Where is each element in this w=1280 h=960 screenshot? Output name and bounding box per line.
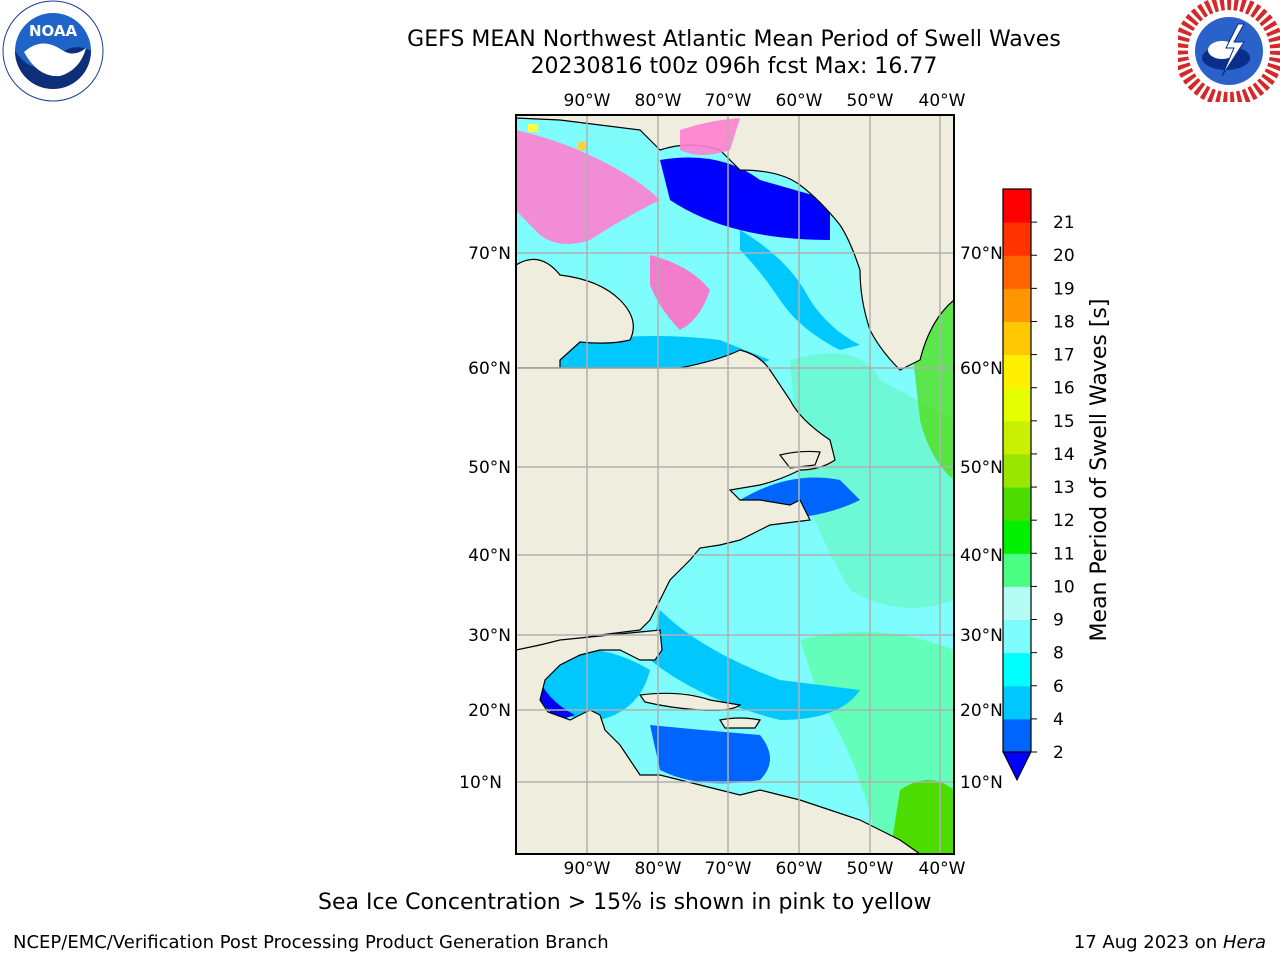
lon-label-top: 50°W — [847, 91, 894, 111]
colorbar-band — [1003, 288, 1031, 322]
colorbar-under-arrow — [1002, 751, 1032, 782]
lon-labels-top: 90°W 80°W 70°W 60°W 50°W 40°W — [564, 91, 966, 111]
lat-label-left: 10°N — [459, 773, 502, 793]
colorbar-tick-label: 6 — [1053, 677, 1064, 697]
colorbar-tick-label: 10 — [1053, 577, 1075, 597]
land-newfoundland — [778, 450, 821, 469]
colorbar-bands — [1003, 189, 1031, 753]
sea-ice-foxe-basin — [650, 255, 710, 330]
lat-label-right: 70°N — [960, 244, 1003, 264]
lat-label-left: 20°N — [468, 701, 511, 721]
lon-label-bottom: 80°W — [635, 859, 682, 879]
colorbar-band — [1003, 321, 1031, 356]
lat-label-left: 70°N — [468, 244, 511, 264]
lat-label-right: 30°N — [960, 626, 1003, 646]
noaa-logo: NOAA — [2, 0, 104, 102]
nws-logo — [1178, 0, 1280, 102]
swell-field-davis-strait — [740, 230, 860, 350]
sea-ice-caption: Sea Ice Concentration > 15% is shown in … — [318, 890, 932, 915]
colorbar-band — [1003, 487, 1031, 521]
lon-label-top: 80°W — [635, 91, 682, 111]
colorbar-tick-label: 16 — [1053, 379, 1075, 399]
lat-label-left: 30°N — [468, 626, 511, 646]
colorbar-band — [1003, 222, 1031, 256]
colorbar-band — [1003, 619, 1031, 654]
lat-label-left: 60°N — [468, 359, 511, 379]
land-central-south-america — [516, 629, 922, 854]
map-figure: 90°W 80°W 70°W 60°W 50°W 40°W 90°W 80°W … — [459, 91, 1112, 879]
colorbar-tick-label: 13 — [1053, 478, 1075, 498]
colorbar-tick-label: 21 — [1053, 213, 1075, 233]
colorbar-frame — [1002, 188, 1032, 753]
lon-label-bottom: 50°W — [847, 859, 894, 879]
lat-label-left: 50°N — [468, 458, 511, 478]
colorbar-band — [1003, 553, 1031, 587]
map-frame — [515, 114, 955, 855]
lon-label-bottom: 90°W — [564, 859, 611, 879]
swell-field-caribbean — [650, 725, 770, 784]
colorbar-tick-label: 9 — [1053, 611, 1064, 631]
colorbar-label: Mean Period of Swell Waves [s] — [1087, 299, 1112, 642]
sea-ice-yellow-2 — [578, 142, 586, 150]
lat-label-right: 60°N — [960, 359, 1003, 379]
lon-label-top: 70°W — [705, 91, 752, 111]
lat-label-right: 40°N — [960, 546, 1003, 566]
footer-date: 17 Aug 2023 on Hera — [1074, 932, 1266, 953]
footer-branch: NCEP/EMC/Verification Post Processing Pr… — [13, 932, 609, 953]
sea-ice-yellow-1 — [528, 124, 538, 132]
swell-field-9s — [790, 353, 954, 608]
colorbar-tick-label: 15 — [1053, 412, 1075, 432]
sea-ice-arctic-archipelago — [516, 130, 660, 244]
footer-date-text: 17 Aug 2023 on — [1073, 932, 1223, 953]
swell-field-baffin-bay — [660, 157, 830, 240]
land-hispaniola — [719, 717, 761, 729]
lat-label-right: 50°N — [960, 458, 1003, 478]
lat-label-right: 20°N — [960, 701, 1003, 721]
lon-labels-bottom: 90°W 80°W 70°W 60°W 50°W 40°W — [564, 859, 966, 879]
colorbar-band — [1003, 189, 1031, 223]
swell-field-gulfstream — [650, 610, 860, 720]
lat-label-right: 10°N — [960, 773, 1003, 793]
colorbar-tick-label: 17 — [1053, 346, 1075, 366]
lon-label-top: 60°W — [776, 91, 823, 111]
map-area — [516, 115, 954, 854]
colorbar-band — [1003, 420, 1031, 455]
footer-host: Hera — [1222, 932, 1266, 953]
colorbar-band — [1003, 520, 1031, 554]
colorbar: 2 4 6 8 9 10 11 12 13 14 15 16 17 18 19 20 21 Mean Perio… — [1002, 188, 1112, 782]
colorbar-tick-label: 14 — [1053, 445, 1075, 465]
colorbar-band — [1003, 255, 1031, 289]
colorbar-tick-label: 20 — [1053, 246, 1075, 266]
lon-label-top: 90°W — [564, 91, 611, 111]
colorbar-band — [1003, 586, 1031, 621]
sea-ice-nares — [680, 118, 740, 155]
colorbar-tick-label: 2 — [1053, 743, 1064, 763]
lon-label-bottom: 60°W — [776, 859, 823, 879]
colorbar-band — [1003, 354, 1031, 389]
colorbar-band — [1003, 652, 1031, 687]
lat-label-left: 40°N — [468, 546, 511, 566]
noaa-logo-text: NOAA — [29, 22, 78, 40]
colorbar-ticks: 2 4 6 8 9 10 11 12 13 14 15 16 17 18 19 20 21 — [1031, 213, 1075, 763]
lon-label-bottom: 70°W — [705, 859, 752, 879]
map-title: GEFS MEAN Northwest Atlantic Mean Period… — [407, 27, 1061, 52]
colorbar-band — [1003, 387, 1031, 422]
colorbar-tick-label: 12 — [1053, 511, 1075, 531]
gridlines — [516, 115, 954, 854]
colorbar-tick-label: 8 — [1053, 644, 1064, 664]
lat-labels-left: 70°N 60°N 50°N 40°N 30°N 20°N 10°N — [459, 244, 511, 793]
lat-labels-right: 70°N 60°N 50°N 40°N 30°N 20°N 10°N — [960, 244, 1003, 793]
swell-field-equatorial — [890, 780, 954, 854]
swell-field-gulf-mexico — [540, 647, 650, 720]
colorbar-tick-label: 19 — [1053, 279, 1075, 299]
colorbar-tick-label: 4 — [1053, 710, 1064, 730]
colorbar-tick-label: 18 — [1053, 312, 1075, 332]
colorbar-tick-label: 11 — [1053, 544, 1075, 564]
colorbar-band — [1003, 685, 1031, 720]
map-subtitle: 20230816 t00z 096h fcst Max: 16.77 — [530, 54, 938, 79]
colorbar-band — [1003, 718, 1031, 753]
lon-label-top: 40°W — [919, 91, 966, 111]
lon-label-bottom: 40°W — [919, 859, 966, 879]
colorbar-band — [1003, 453, 1031, 488]
